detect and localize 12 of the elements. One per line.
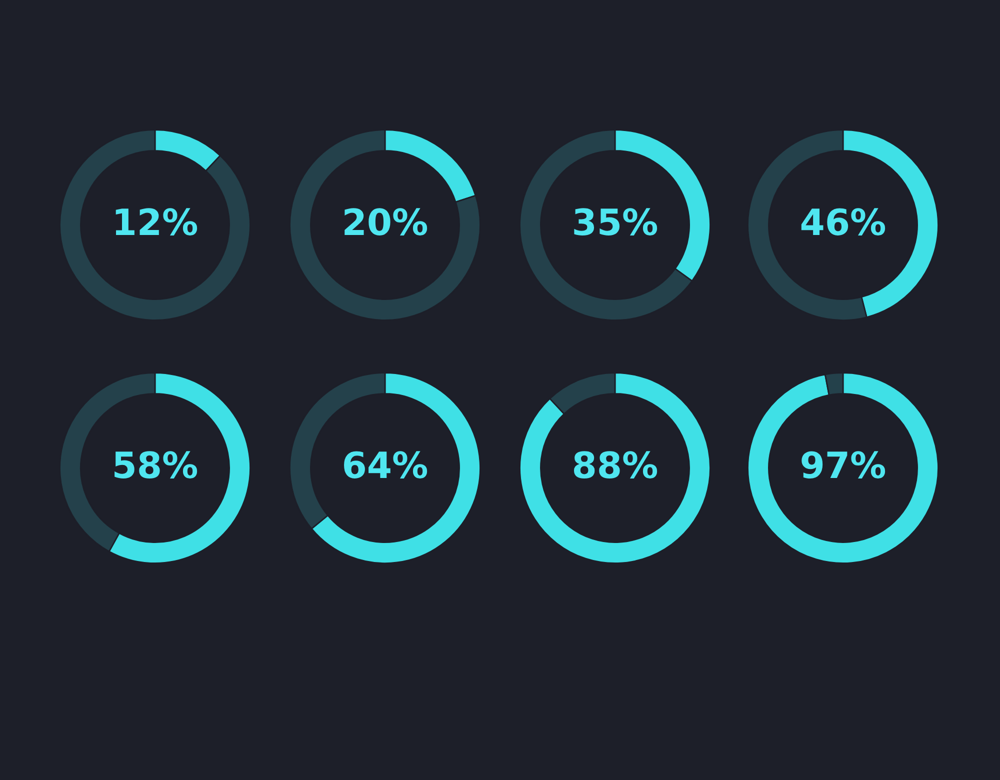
donut-slice (59, 129, 251, 321)
text: 88% (574, 451, 658, 478)
text: 35% (574, 208, 658, 236)
text: 97% (802, 451, 886, 478)
donut-slice (747, 372, 939, 564)
text: 58% (114, 451, 198, 478)
text: 20% (344, 208, 428, 236)
donut-slice (519, 372, 711, 564)
text: 12% (116, 208, 198, 236)
text: 64% (344, 451, 428, 478)
text: 46% (801, 208, 886, 236)
donut-slice (289, 129, 481, 321)
